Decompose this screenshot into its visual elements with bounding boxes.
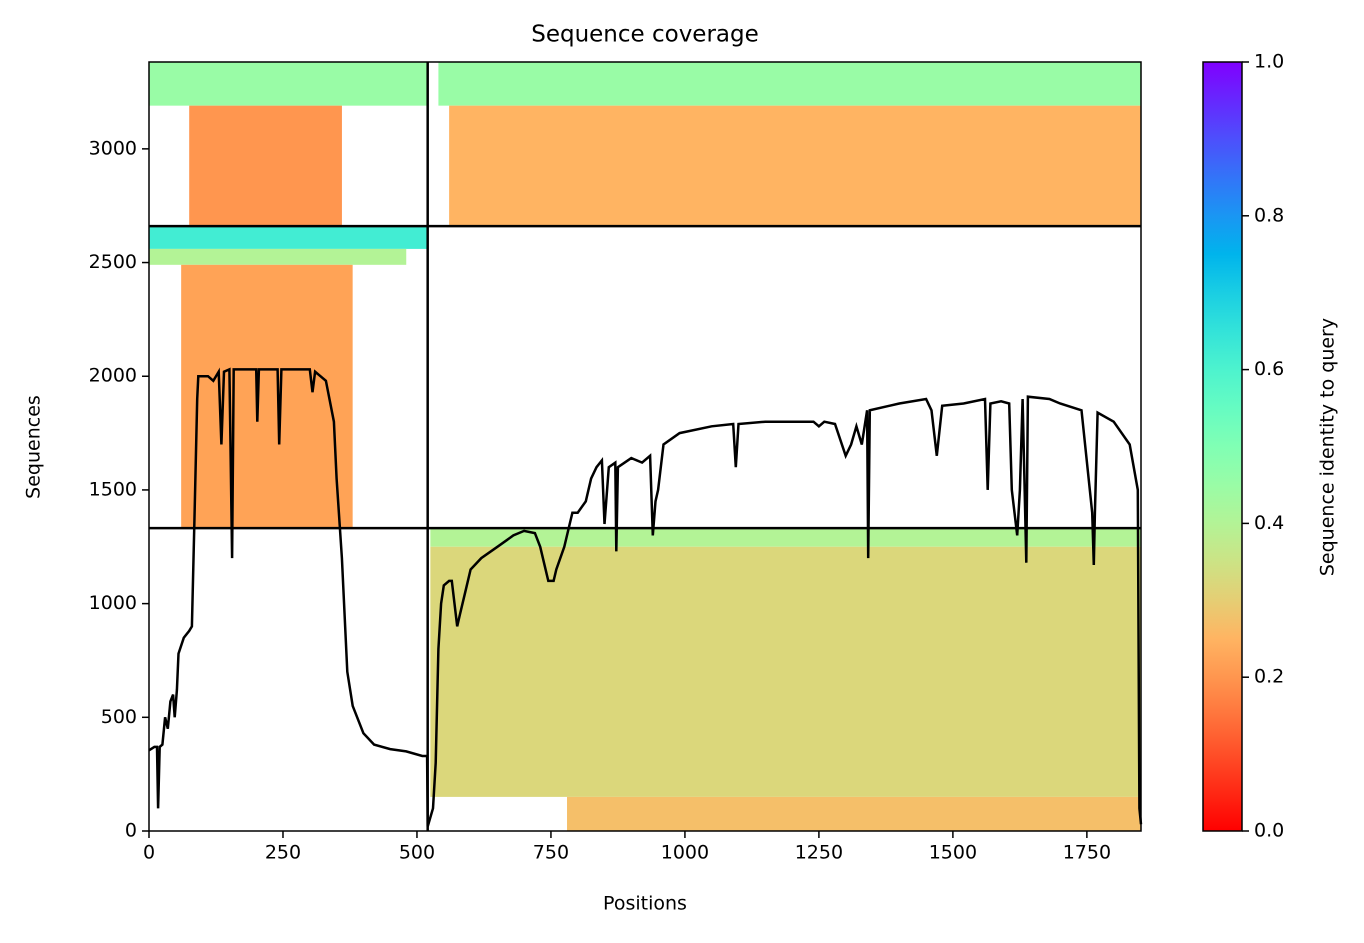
colorbar-tick-label: 0.2	[1254, 666, 1284, 688]
y-tick-label: 1000	[89, 592, 137, 614]
coverage-block	[567, 796, 1141, 831]
coverage-block	[149, 226, 428, 249]
colorbar-tick-label: 0.6	[1254, 358, 1284, 380]
y-tick-label: 0	[125, 820, 137, 842]
coverage-block	[189, 105, 342, 227]
colorbar-tick-label: 0.8	[1254, 204, 1284, 226]
x-tick-label: 750	[533, 842, 569, 864]
x-tick-label: 0	[143, 842, 155, 864]
colorbar	[1202, 61, 1243, 832]
coverage-block	[438, 62, 1141, 106]
coverage-line	[148, 367, 1143, 827]
y-tick-label: 500	[101, 706, 137, 728]
y-tick-label: 2500	[89, 251, 137, 273]
y-tick-label: 1500	[89, 478, 137, 500]
y-axis-label: Sequences	[23, 395, 45, 499]
x-tick-label: 500	[399, 842, 435, 864]
plot-frame	[148, 61, 1142, 832]
x-axis-label: Positions	[603, 893, 687, 915]
coverage-block	[430, 528, 1141, 547]
coverage-block	[449, 105, 1141, 227]
y-tick-label: 3000	[89, 137, 137, 159]
x-tick-label: 250	[265, 842, 301, 864]
coverage-block	[181, 264, 353, 529]
coverage-block	[149, 62, 428, 106]
colorbar-label: Sequence identity to query	[1317, 318, 1339, 576]
x-tick-label: 1250	[795, 842, 843, 864]
x-tick-label: 1750	[1063, 842, 1111, 864]
colorbar-tick-label: 0.0	[1254, 820, 1284, 842]
coverage-block	[149, 248, 407, 265]
colorbar-tick-label: 0.4	[1254, 512, 1284, 534]
y-tick-label: 2000	[89, 365, 137, 387]
chart-title: Sequence coverage	[531, 22, 759, 48]
colorbar-tick-label: 1.0	[1254, 51, 1284, 73]
coverage-block	[430, 546, 1141, 797]
x-tick-label: 1500	[929, 842, 977, 864]
x-tick-label: 1000	[661, 842, 709, 864]
